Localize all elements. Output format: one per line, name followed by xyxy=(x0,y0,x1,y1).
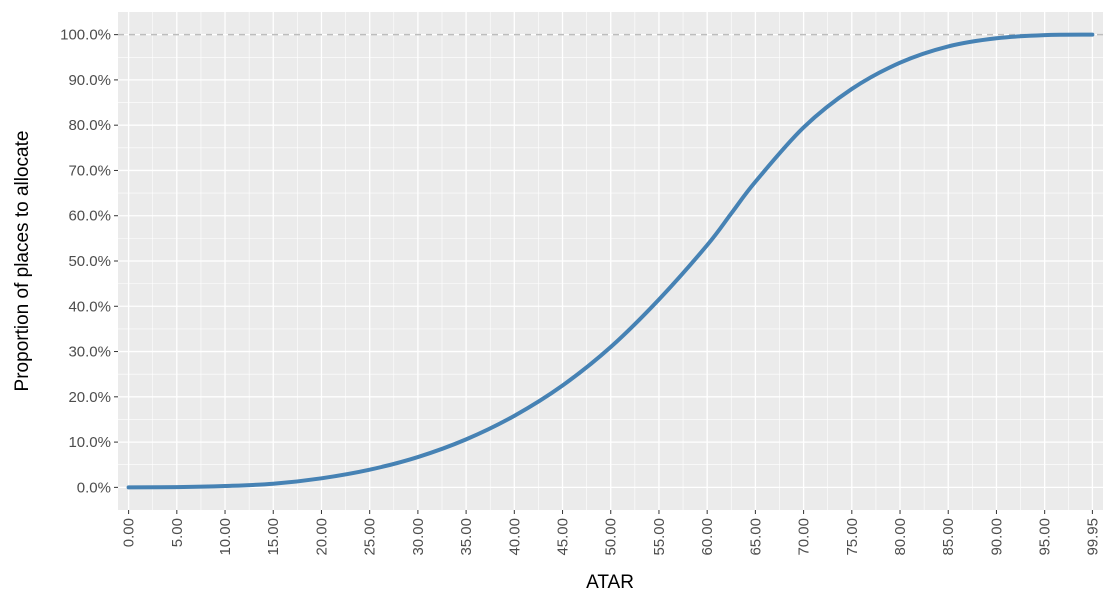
y-tick-label: 40.0% xyxy=(68,298,111,315)
x-tick-label: 55.00 xyxy=(651,518,668,556)
x-tick-label: 20.00 xyxy=(313,518,330,556)
x-tick-label: 80.00 xyxy=(892,518,909,556)
series-group xyxy=(126,32,1095,490)
y-tick-label: 100.0% xyxy=(60,27,111,44)
x-tick-label: 5.00 xyxy=(169,518,186,547)
x-tick-label: 15.00 xyxy=(265,518,282,556)
y-tick-label: 60.0% xyxy=(68,208,111,225)
x-tick-label: 10.00 xyxy=(217,518,234,556)
x-axis: 0.00 5.00 10.00 15.00 20.00 25.00 30.00 35.00 40… xyxy=(121,510,1101,556)
x-tick-label: 99.95 xyxy=(1084,518,1101,556)
y-tick-label: 20.0% xyxy=(68,389,111,406)
y-axis-title: Proportion of places to allocate xyxy=(12,131,33,392)
x-tick-label: 65.00 xyxy=(747,518,764,556)
x-tick-label: 70.00 xyxy=(796,518,813,556)
y-tick-label: 0.0% xyxy=(77,479,111,496)
x-tick-label: 0.00 xyxy=(121,518,138,547)
x-tick-label: 75.00 xyxy=(844,518,861,556)
series-line xyxy=(126,32,1095,490)
x-tick-label: 45.00 xyxy=(555,518,572,556)
y-axis: 0.0% 10.0% 20.0% 30.0% 40.0% 50.0% 60.0% 70.0% 8… xyxy=(60,27,118,496)
x-tick-label: 95.00 xyxy=(1037,518,1054,556)
y-tick-label: 90.0% xyxy=(68,72,111,89)
y-tick-label: 70.0% xyxy=(68,162,111,179)
y-tick-label: 10.0% xyxy=(68,434,111,451)
y-tick-label: 50.0% xyxy=(68,253,111,270)
x-axis-title: ATAR xyxy=(586,572,634,593)
x-tick-label: 35.00 xyxy=(458,518,475,556)
x-tick-label: 30.00 xyxy=(410,518,427,556)
x-tick-label: 25.00 xyxy=(362,518,379,556)
x-tick-label: 60.00 xyxy=(699,518,716,556)
x-tick-label: 85.00 xyxy=(940,518,957,556)
y-tick-label: 30.0% xyxy=(68,344,111,361)
x-tick-label: 50.00 xyxy=(603,518,620,556)
major-grid xyxy=(118,12,1103,510)
x-tick-label: 40.00 xyxy=(506,518,523,556)
y-tick-label: 80.0% xyxy=(68,117,111,134)
x-tick-label: 90.00 xyxy=(988,518,1005,556)
